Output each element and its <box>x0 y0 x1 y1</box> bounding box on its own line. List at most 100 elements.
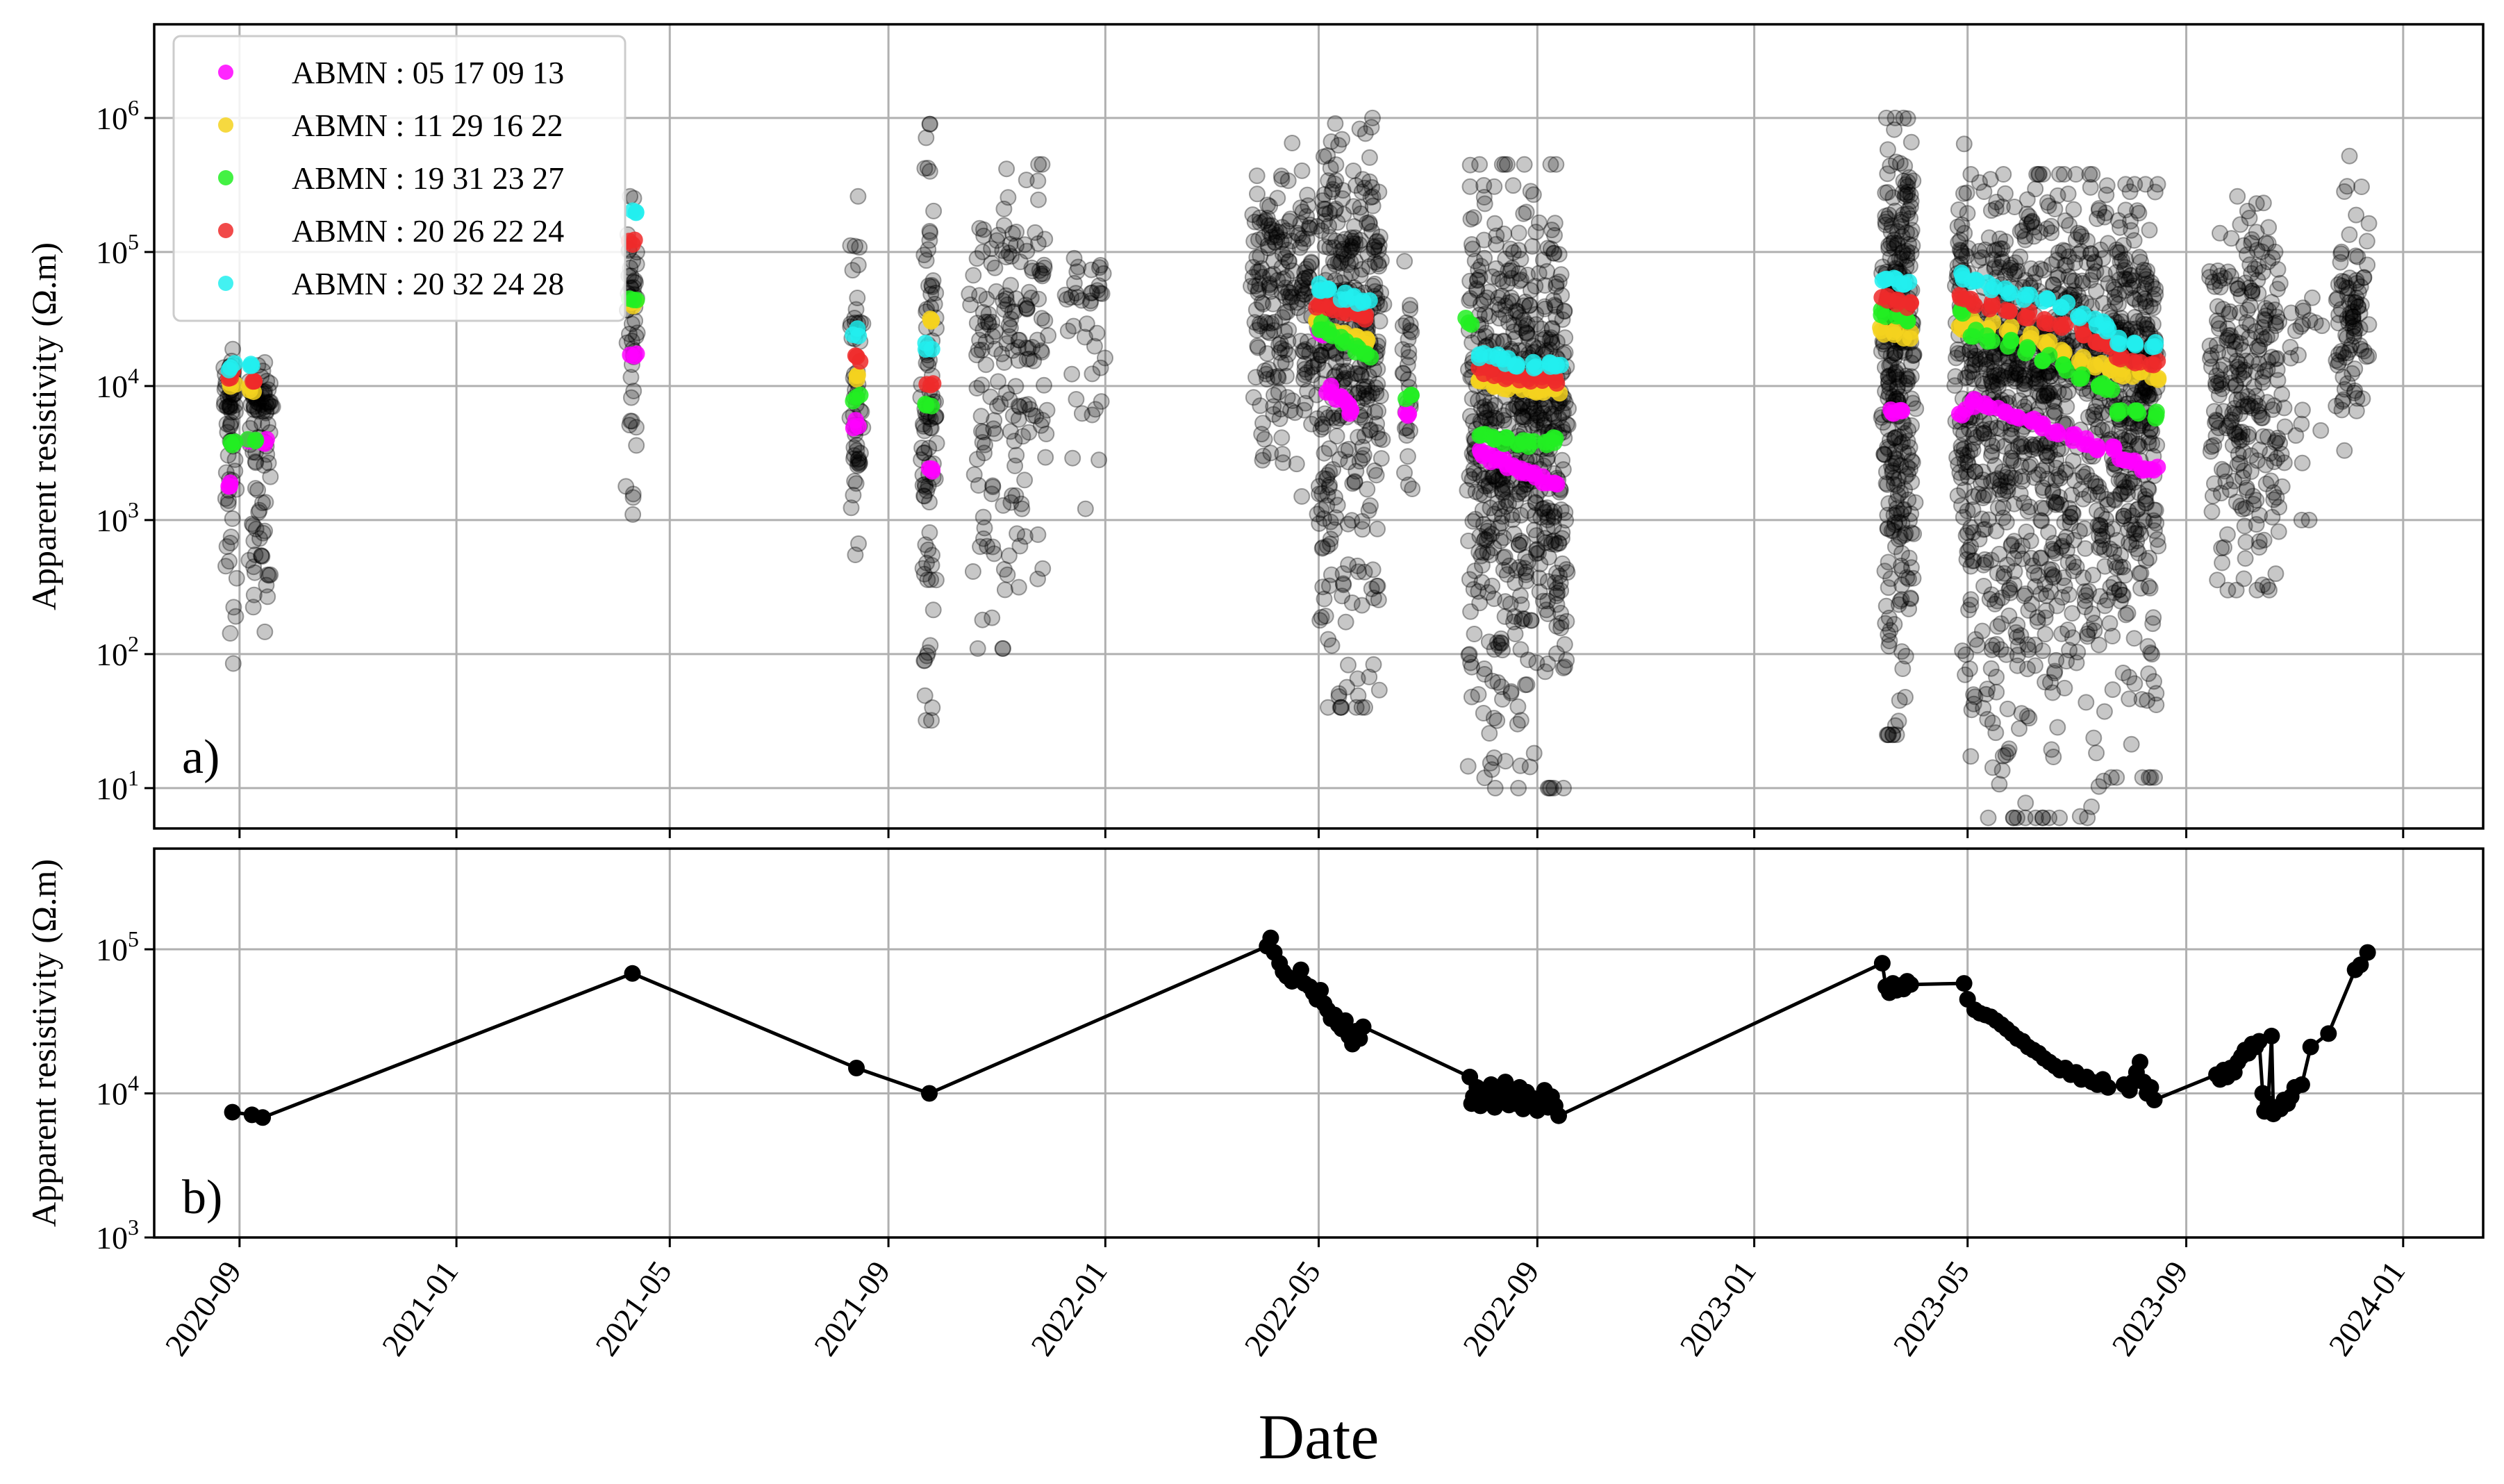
background-point <box>1279 333 1297 350</box>
background-point <box>2145 290 2162 308</box>
background-point <box>920 241 937 258</box>
legend-label: ABMN : 11 29 16 22 <box>292 108 563 143</box>
background-point <box>1273 171 1291 187</box>
background-point <box>847 301 865 318</box>
background-point <box>1882 570 1900 587</box>
background-point <box>1462 654 1479 672</box>
background-point <box>962 297 979 313</box>
background-point <box>1399 448 1416 465</box>
background-point <box>2330 353 2348 371</box>
background-point <box>1402 301 1419 318</box>
background-point <box>1890 531 1907 548</box>
background-point <box>1261 275 1278 292</box>
series-5-point <box>849 320 866 337</box>
background-point <box>1027 408 1045 425</box>
background-point <box>258 576 275 594</box>
background-point <box>2255 531 2273 549</box>
background-point <box>983 240 1000 258</box>
background-point <box>1263 217 1280 234</box>
background-point <box>215 397 233 414</box>
background-point <box>219 495 237 512</box>
background-point <box>2108 532 2125 549</box>
background-point <box>1001 328 1018 345</box>
background-point <box>1556 302 1573 319</box>
series-3-point <box>918 397 935 414</box>
background-point <box>922 224 939 242</box>
background-point <box>1995 166 2012 183</box>
background-point <box>919 571 936 588</box>
background-point <box>1095 265 1112 282</box>
background-point <box>2088 744 2105 762</box>
background-point <box>1466 626 1483 642</box>
panel-b-tag: b) <box>182 1171 222 1224</box>
background-point <box>1254 295 1272 312</box>
background-point <box>1092 285 1109 302</box>
background-point <box>915 444 933 462</box>
background-point <box>1505 525 1523 542</box>
background-point <box>920 440 938 457</box>
background-point <box>1034 267 1051 285</box>
background-point <box>974 434 991 451</box>
background-point <box>1282 285 1300 301</box>
background-point <box>997 290 1015 308</box>
background-point <box>1962 166 1980 183</box>
background-point <box>2085 729 2103 747</box>
background-point <box>1033 310 1050 327</box>
line-point <box>2099 1078 2116 1096</box>
background-point <box>1531 583 1548 601</box>
background-point <box>995 217 1013 234</box>
background-point <box>1903 417 1920 434</box>
background-point <box>1999 478 2016 495</box>
background-point <box>1020 424 1038 441</box>
background-point <box>921 232 938 249</box>
background-point <box>1500 314 1517 331</box>
background-point <box>984 328 1002 345</box>
background-point <box>984 313 1001 331</box>
background-point <box>1980 809 1997 826</box>
background-point <box>226 397 244 414</box>
background-point <box>2037 674 2054 691</box>
background-point <box>1987 522 2005 540</box>
line-point <box>2320 1025 2337 1042</box>
background-point <box>2033 499 2050 517</box>
background-point <box>2111 422 2128 440</box>
background-point <box>1546 226 1563 244</box>
background-point <box>1962 591 1980 608</box>
background-point <box>916 476 934 493</box>
background-point <box>2126 291 2144 308</box>
background-point <box>1340 656 1357 674</box>
background-point <box>1000 547 1018 565</box>
background-point <box>847 475 865 492</box>
background-point <box>2034 642 2051 660</box>
background-point <box>915 444 933 461</box>
background-point <box>1469 271 1486 288</box>
background-point <box>2077 540 2094 557</box>
background-point <box>245 532 263 549</box>
background-point <box>849 451 867 468</box>
background-point <box>255 403 272 420</box>
background-point <box>1327 115 1344 132</box>
background-point <box>1962 538 1980 555</box>
background-point <box>1018 339 1035 356</box>
background-point <box>1554 451 1571 469</box>
background-point <box>2353 297 2370 314</box>
background-point <box>1513 271 1529 288</box>
background-point <box>2208 312 2225 329</box>
background-point <box>225 599 242 616</box>
background-point <box>2201 337 2219 354</box>
background-point <box>1999 369 2016 387</box>
background-point <box>916 160 934 177</box>
background-point <box>1007 487 1025 504</box>
background-point <box>245 586 263 603</box>
series-3-point <box>247 431 265 449</box>
background-point <box>2269 281 2286 298</box>
background-point <box>1396 464 1413 481</box>
background-point <box>1011 253 1029 271</box>
background-point <box>979 537 996 555</box>
background-point <box>1499 156 1516 173</box>
background-point <box>1259 237 1277 254</box>
background-point <box>1477 478 1494 495</box>
background-point <box>624 506 642 523</box>
series-4-point <box>244 373 262 390</box>
background-point <box>1346 229 1363 247</box>
